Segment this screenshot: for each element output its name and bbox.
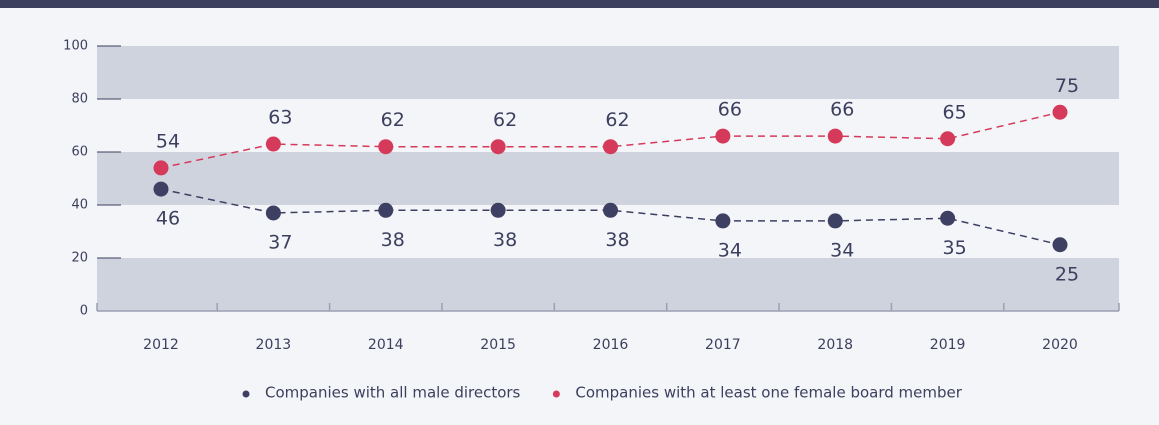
data-point	[827, 213, 843, 229]
data-label: 66	[830, 99, 854, 121]
y-tick-label: 100	[63, 39, 88, 54]
data-label: 34	[830, 239, 854, 261]
data-label: 62	[381, 109, 405, 131]
data-label: 66	[718, 99, 742, 121]
data-point	[940, 131, 956, 147]
data-point	[827, 128, 843, 144]
data-point	[378, 139, 394, 155]
data-label: 75	[1055, 75, 1079, 97]
x-tick-label: 2014	[368, 337, 404, 353]
x-tick-label: 2019	[930, 337, 966, 353]
x-tick-label: 2012	[143, 337, 179, 353]
data-point	[153, 160, 169, 176]
y-tick-label: 60	[71, 145, 88, 160]
legend-swatch	[552, 390, 560, 398]
x-tick-label: 2018	[817, 337, 853, 353]
data-label: 62	[493, 109, 517, 131]
data-point	[490, 139, 506, 155]
y-tick-label: 20	[71, 251, 88, 266]
data-point	[153, 181, 169, 197]
data-point	[265, 205, 281, 221]
data-point	[265, 136, 281, 152]
data-label: 37	[268, 231, 292, 253]
data-label: 25	[1055, 263, 1079, 285]
data-point	[378, 202, 394, 218]
data-label: 38	[381, 229, 405, 251]
x-tick-label: 2017	[705, 337, 741, 353]
y-tick-label: 80	[71, 92, 88, 107]
legend-label: Companies with all male directors	[265, 384, 521, 402]
y-tick-label: 0	[80, 304, 88, 319]
data-label: 62	[605, 109, 629, 131]
data-label: 34	[718, 239, 742, 261]
data-point	[603, 202, 618, 218]
band	[97, 258, 1119, 311]
data-point	[715, 128, 731, 144]
data-label: 35	[943, 237, 967, 259]
x-tick-label: 2015	[480, 337, 516, 353]
data-label: 46	[156, 208, 180, 230]
data-label: 38	[605, 229, 629, 251]
data-label: 54	[156, 130, 180, 152]
data-point	[1052, 237, 1068, 253]
x-tick-label: 2016	[593, 337, 629, 353]
data-label: 65	[943, 101, 967, 123]
data-point	[1052, 104, 1068, 120]
data-point	[715, 213, 731, 229]
data-label: 38	[493, 229, 517, 251]
band	[97, 152, 1119, 205]
data-label: 63	[268, 107, 292, 129]
data-point	[940, 210, 956, 226]
y-tick-label: 40	[71, 198, 88, 213]
data-point	[603, 139, 618, 155]
band	[97, 46, 1119, 99]
top-bar	[0, 0, 1159, 8]
legend-label: Companies with at least one female board…	[575, 384, 962, 402]
legend-swatch	[242, 390, 250, 398]
data-point	[490, 202, 506, 218]
x-tick-label: 2020	[1042, 337, 1078, 353]
x-tick-label: 2013	[256, 337, 292, 353]
